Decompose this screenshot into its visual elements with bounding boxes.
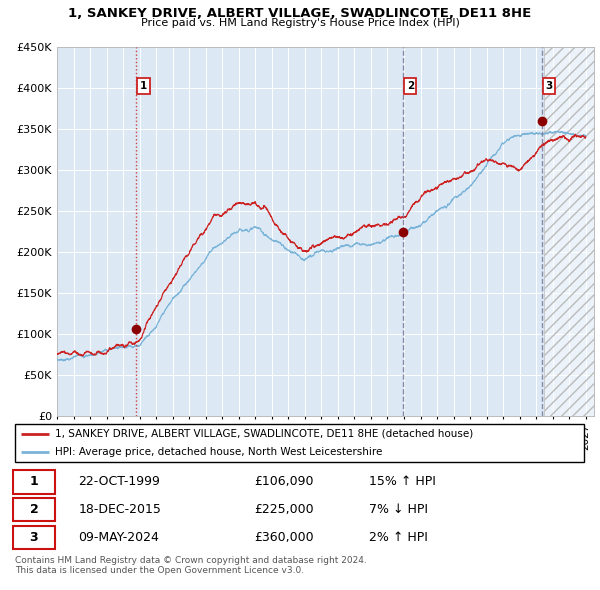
Text: 2: 2: [407, 81, 414, 91]
Text: 2% ↑ HPI: 2% ↑ HPI: [369, 531, 428, 544]
Bar: [544, 47, 594, 416]
FancyBboxPatch shape: [13, 526, 55, 549]
Text: £360,000: £360,000: [254, 531, 314, 544]
Text: 15% ↑ HPI: 15% ↑ HPI: [369, 476, 436, 489]
Text: HPI: Average price, detached house, North West Leicestershire: HPI: Average price, detached house, Nort…: [55, 447, 383, 457]
Text: £106,090: £106,090: [254, 476, 313, 489]
FancyBboxPatch shape: [13, 470, 55, 494]
Text: 09-MAY-2024: 09-MAY-2024: [78, 531, 159, 544]
Text: Price paid vs. HM Land Registry's House Price Index (HPI): Price paid vs. HM Land Registry's House …: [140, 18, 460, 28]
Text: Contains HM Land Registry data © Crown copyright and database right 2024.: Contains HM Land Registry data © Crown c…: [15, 556, 367, 565]
Text: 7% ↓ HPI: 7% ↓ HPI: [369, 503, 428, 516]
Text: 18-DEC-2015: 18-DEC-2015: [78, 503, 161, 516]
Text: This data is licensed under the Open Government Licence v3.0.: This data is licensed under the Open Gov…: [15, 566, 304, 575]
FancyBboxPatch shape: [15, 424, 584, 462]
Text: 1, SANKEY DRIVE, ALBERT VILLAGE, SWADLINCOTE, DE11 8HE (detached house): 1, SANKEY DRIVE, ALBERT VILLAGE, SWADLIN…: [55, 429, 473, 439]
Text: 3: 3: [29, 531, 38, 544]
Text: 1: 1: [29, 476, 38, 489]
Text: £225,000: £225,000: [254, 503, 314, 516]
Bar: [544, 47, 594, 416]
Text: 3: 3: [545, 81, 553, 91]
Text: 1, SANKEY DRIVE, ALBERT VILLAGE, SWADLINCOTE, DE11 8HE: 1, SANKEY DRIVE, ALBERT VILLAGE, SWADLIN…: [68, 7, 532, 20]
Text: 22-OCT-1999: 22-OCT-1999: [78, 476, 160, 489]
FancyBboxPatch shape: [13, 498, 55, 522]
Text: 2: 2: [29, 503, 38, 516]
Text: 1: 1: [140, 81, 147, 91]
